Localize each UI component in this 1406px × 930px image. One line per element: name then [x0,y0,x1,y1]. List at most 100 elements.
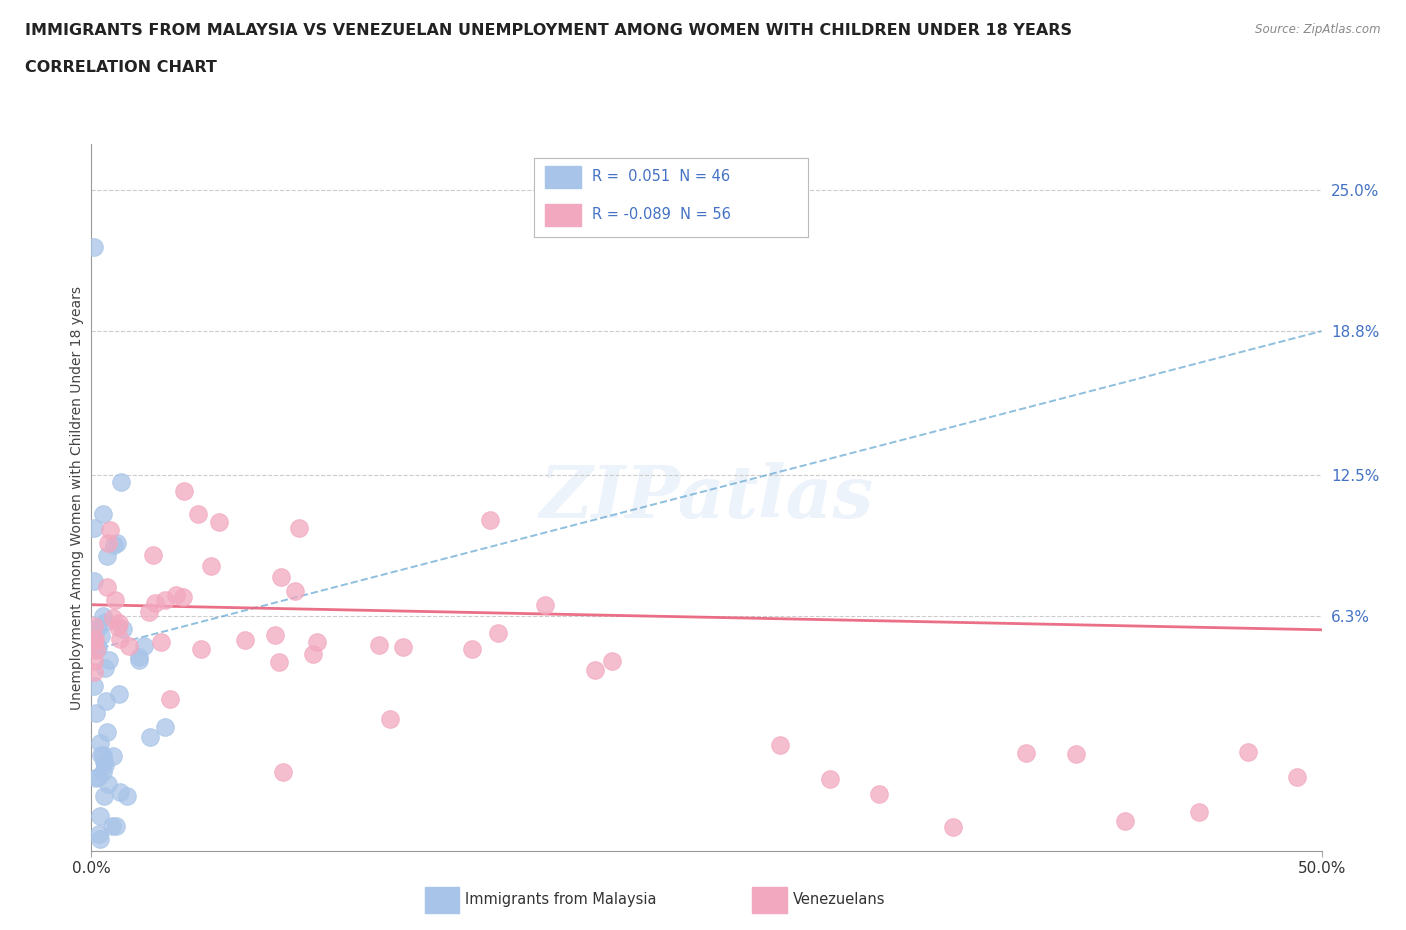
Point [1285,769,1308,784]
Point [392,640,415,655]
Point [173,484,195,498]
Point [96,724,118,739]
Point [110,474,132,489]
Point [90,748,112,763]
Point [83,635,105,650]
Point [83,618,105,633]
Point [89,831,111,846]
Point [115,789,138,804]
Point [263,627,285,642]
Point [83,654,105,669]
Point [97,777,120,791]
Point [87,827,110,842]
Point [159,691,181,706]
Bar [546,166,581,188]
Point [93,754,115,769]
Point [94,660,117,675]
Y-axis label: Unemployment Among Women with Children Under 18 years: Unemployment Among Women with Children U… [70,286,84,710]
Point [86,639,108,654]
Point [91,608,114,623]
Point [93,764,115,779]
Point [105,818,128,833]
Point [89,736,111,751]
Point [97,536,120,551]
Point [600,654,623,669]
Point [583,662,606,677]
Point [83,239,105,254]
Point [208,514,231,529]
Point [117,638,139,653]
Point [1187,805,1209,820]
Point [91,506,114,521]
Point [83,621,105,636]
Point [155,592,177,607]
Point [1114,814,1136,829]
Point [84,771,107,786]
Point [461,642,484,657]
Point [288,521,311,536]
Point [107,686,129,701]
Point [128,653,150,668]
Point [93,757,115,772]
Text: Venezuelans: Venezuelans [793,892,886,908]
Point [107,619,129,634]
Point [128,649,150,664]
Text: ZIPatlas: ZIPatlas [540,462,873,533]
Point [103,538,125,552]
Point [273,764,295,779]
Point [269,655,291,670]
Bar [425,887,458,912]
Text: R =  0.051  N = 46: R = 0.051 N = 46 [592,168,730,184]
Point [83,678,105,693]
Point [270,569,292,584]
Point [93,789,115,804]
Point [94,615,117,630]
Bar [752,887,786,912]
Text: CORRELATION CHART: CORRELATION CHART [25,60,217,75]
Point [89,808,111,823]
Point [141,548,163,563]
Point [1064,746,1087,761]
Point [1015,745,1038,760]
Point [153,720,177,735]
Text: Immigrants from Malaysia: Immigrants from Malaysia [465,892,657,908]
Point [87,770,110,785]
Point [486,626,509,641]
Point [187,506,209,521]
Point [868,787,890,802]
Point [305,634,328,649]
Point [98,652,121,667]
Point [139,729,162,744]
Point [301,646,323,661]
Point [378,712,401,727]
Point [138,604,160,619]
Text: Source: ZipAtlas.com: Source: ZipAtlas.com [1256,23,1381,36]
Point [479,512,502,527]
Point [818,771,841,786]
Point [83,574,105,589]
Point [86,620,108,635]
Point [284,583,307,598]
Point [98,523,121,538]
Point [172,590,194,604]
Point [108,631,131,646]
Point [87,641,110,656]
Point [90,629,112,644]
Point [84,631,107,646]
Point [101,819,124,834]
Point [769,737,792,752]
Bar [546,204,581,226]
Point [94,694,117,709]
Point [534,597,557,612]
Point [84,706,107,721]
Point [233,632,256,647]
Point [368,637,391,652]
Point [105,536,128,551]
Text: R = -0.089  N = 56: R = -0.089 N = 56 [592,206,731,221]
Point [96,549,118,564]
Point [84,642,107,657]
Point [200,558,222,573]
Point [96,579,118,594]
Point [83,521,105,536]
Point [143,595,166,610]
